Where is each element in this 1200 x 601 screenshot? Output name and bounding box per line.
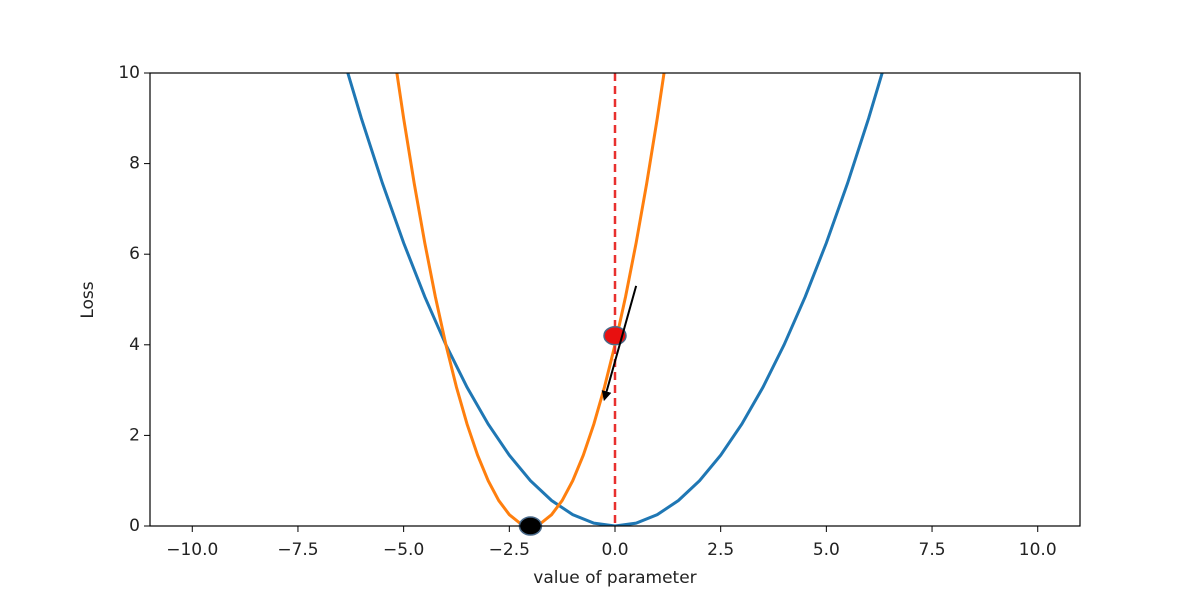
x-tick-label: 7.5 xyxy=(919,540,946,560)
y-axis-label: Loss xyxy=(78,281,98,318)
x-tick-label: −5.0 xyxy=(383,540,424,560)
y-tick-label: 8 xyxy=(129,154,140,174)
x-axis-label: value of parameter xyxy=(533,568,696,588)
line xyxy=(346,73,884,526)
plot-area xyxy=(346,73,884,526)
x-tick-label: 2.5 xyxy=(707,540,734,560)
y-tick-label: 0 xyxy=(129,516,140,536)
y-tick-label: 2 xyxy=(129,425,140,445)
x-tick-label: 10.0 xyxy=(1019,540,1057,560)
arrow xyxy=(601,285,638,402)
y-tick-label: 6 xyxy=(129,244,140,264)
x-tick-label: 5.0 xyxy=(813,540,840,560)
x-tick-label: −2.5 xyxy=(489,540,530,560)
x-tick-label: −7.5 xyxy=(277,540,318,560)
y-tick-label: 4 xyxy=(129,335,140,355)
plot-frame xyxy=(149,72,1081,527)
y-tick-label: 10 xyxy=(118,63,140,83)
x-tick-label: 0.0 xyxy=(601,540,628,560)
x-tick-label: −10.0 xyxy=(166,540,218,560)
line xyxy=(395,73,666,526)
